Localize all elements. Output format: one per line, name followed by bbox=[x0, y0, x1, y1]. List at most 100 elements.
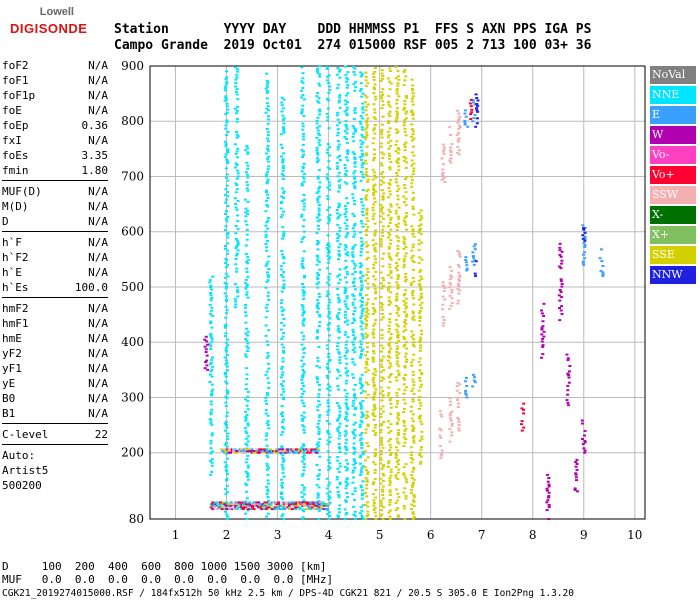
data-point-nne bbox=[351, 341, 355, 344]
data-point-nne bbox=[302, 466, 306, 469]
data-point-sse bbox=[387, 462, 391, 465]
data-point-sse bbox=[373, 70, 377, 73]
data-point-sse bbox=[373, 471, 377, 474]
param-row: fmin 1.80 bbox=[2, 163, 108, 178]
data-point-sse bbox=[405, 161, 409, 164]
data-point-nne bbox=[265, 203, 269, 206]
data-point-nne bbox=[244, 215, 248, 218]
data-point-sse bbox=[417, 231, 421, 234]
data-point-ssw bbox=[440, 449, 444, 452]
data-point-vo bbox=[520, 420, 524, 423]
data-point-es bbox=[302, 450, 306, 453]
data-point-nne bbox=[209, 411, 213, 414]
data-point-nne bbox=[301, 72, 305, 75]
data-point-e bbox=[464, 389, 468, 392]
data-point-nne bbox=[280, 195, 284, 198]
data-point-sse bbox=[372, 352, 376, 355]
data-point-w bbox=[206, 368, 210, 371]
data-point-nne bbox=[225, 426, 229, 429]
data-point-sse bbox=[387, 330, 391, 333]
data-point-es bbox=[301, 501, 305, 504]
data-point-ssw bbox=[457, 429, 461, 432]
data-point-sse bbox=[373, 374, 377, 377]
data-point-sse bbox=[389, 218, 393, 221]
data-point-sse bbox=[395, 203, 399, 206]
data-point-sse bbox=[397, 339, 401, 342]
data-point-nne bbox=[353, 490, 357, 493]
data-point-es bbox=[274, 501, 278, 504]
data-point-nne bbox=[234, 206, 238, 209]
data-point-nne bbox=[344, 411, 348, 414]
data-point-nne bbox=[224, 401, 228, 404]
data-point-sse bbox=[394, 465, 398, 468]
data-point-sse bbox=[410, 390, 414, 393]
data-point-nne bbox=[316, 307, 320, 310]
data-point-sse bbox=[381, 195, 385, 198]
data-point-es bbox=[217, 503, 221, 506]
data-point-nne bbox=[265, 107, 269, 110]
data-point-sse bbox=[404, 497, 408, 500]
data-point-nne bbox=[345, 484, 349, 487]
data-point-nne bbox=[335, 486, 339, 489]
data-point-nne bbox=[335, 316, 339, 319]
data-point-ssw bbox=[449, 146, 453, 149]
data-point-sse bbox=[405, 360, 409, 363]
data-point-sse bbox=[404, 463, 408, 466]
data-point-nne bbox=[209, 452, 213, 455]
data-point-sse bbox=[379, 453, 383, 456]
data-point-nne bbox=[246, 342, 250, 345]
data-point-nne bbox=[361, 207, 365, 210]
data-point-es bbox=[300, 501, 304, 504]
data-point-nne bbox=[225, 441, 229, 444]
data-point-nne bbox=[327, 278, 331, 281]
data-point-e bbox=[466, 125, 470, 128]
data-point-nne bbox=[234, 300, 238, 303]
data-point-nne bbox=[337, 273, 341, 276]
data-point-nne bbox=[302, 319, 306, 322]
data-point-nne bbox=[345, 419, 349, 422]
data-point-nne bbox=[359, 325, 363, 328]
data-point-nne bbox=[353, 346, 357, 349]
data-point-sse bbox=[373, 287, 377, 290]
data-point-sse bbox=[372, 263, 376, 266]
param-name: yF1 bbox=[2, 362, 22, 375]
data-point-sse bbox=[403, 318, 407, 321]
data-point-nne bbox=[344, 73, 348, 76]
data-point-sse bbox=[411, 398, 415, 401]
data-point-sse bbox=[386, 465, 390, 468]
data-point-es bbox=[260, 508, 264, 511]
data-point-nne bbox=[326, 252, 330, 255]
data-point-sse bbox=[379, 162, 383, 165]
data-point-nne bbox=[361, 489, 365, 492]
data-point-e bbox=[473, 103, 477, 106]
data-point-nne bbox=[302, 177, 306, 180]
data-point-nne bbox=[359, 89, 363, 92]
data-point-nne bbox=[328, 514, 332, 517]
data-point-w bbox=[205, 359, 209, 362]
data-point-sse bbox=[411, 424, 415, 427]
data-point-sse bbox=[395, 297, 399, 300]
data-point-nne bbox=[210, 368, 214, 371]
data-point-nne bbox=[360, 240, 364, 243]
data-point-ssw bbox=[455, 389, 459, 392]
data-point-es bbox=[274, 508, 278, 511]
data-point-nne bbox=[244, 482, 248, 485]
data-point-nne bbox=[280, 146, 284, 149]
data-point-es bbox=[221, 503, 225, 506]
data-point-w bbox=[559, 280, 563, 283]
data-point-sse bbox=[379, 509, 383, 512]
data-point-es bbox=[323, 503, 327, 506]
data-point-sse bbox=[364, 417, 368, 420]
data-point-nne bbox=[301, 338, 305, 341]
data-point-nne bbox=[343, 248, 347, 251]
data-point-nne bbox=[353, 447, 357, 450]
data-point-nne bbox=[360, 264, 364, 267]
data-point-sse bbox=[396, 449, 400, 452]
data-point-nne bbox=[223, 356, 227, 359]
param-row: B1 N/A bbox=[2, 406, 108, 421]
data-point-sse bbox=[404, 75, 408, 78]
data-point-e bbox=[471, 385, 475, 388]
data-point-nne bbox=[225, 160, 229, 163]
data-point-nne bbox=[327, 250, 331, 253]
data-point-e bbox=[600, 260, 604, 263]
